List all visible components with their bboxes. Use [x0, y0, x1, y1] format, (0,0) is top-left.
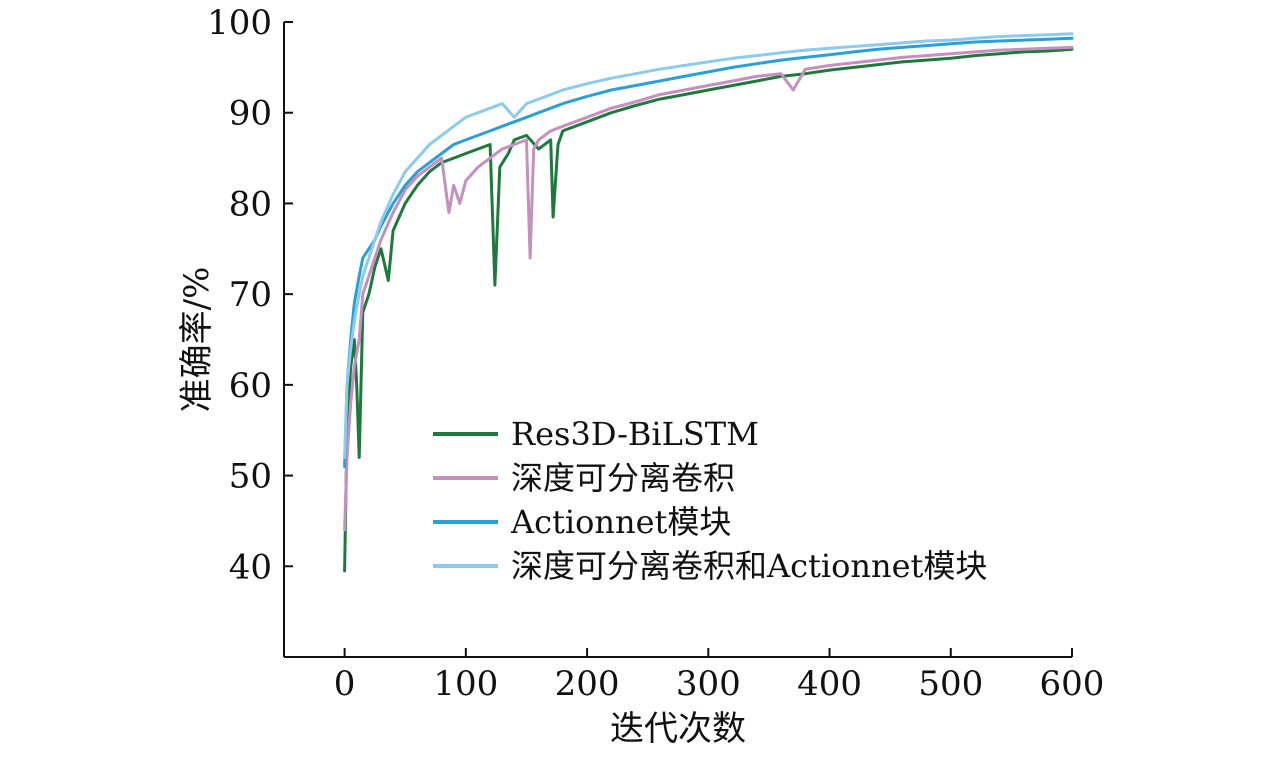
- y-ticks: 40 50 60 70 80 90 100: [207, 3, 293, 587]
- x-tick-label: 500: [918, 664, 983, 704]
- x-tick-label: 400: [797, 664, 862, 704]
- x-tick-label: 200: [555, 664, 620, 704]
- axes-layer: 0 100 200 300 400 500 600 40 50 60 70 80 90 100: [207, 3, 1104, 704]
- series-layer: [343, 32, 1074, 573]
- series-line-3: [343, 36, 1074, 468]
- y-tick-label: 90: [229, 94, 272, 134]
- series-line-4: [343, 32, 1074, 459]
- legend-label-3: Actionnet模块: [510, 503, 731, 541]
- x-tick-label: 600: [1040, 664, 1105, 704]
- x-tick-label: 0: [334, 664, 356, 704]
- x-tick-label: 300: [676, 664, 741, 704]
- y-tick-label: 40: [229, 547, 272, 587]
- y-tick-label: 80: [229, 184, 272, 224]
- x-ticks: 0 100 200 300 400 500 600: [334, 648, 1105, 704]
- x-axis-title: 迭代次数: [610, 709, 746, 749]
- y-tick-label: 70: [229, 275, 272, 315]
- y-tick-label: 60: [229, 366, 272, 406]
- series-line-1: [343, 47, 1074, 573]
- legend-label-4: 深度可分离卷积和Actionnet模块: [511, 547, 987, 585]
- legend-label-1: Res3D-BiLSTM: [511, 415, 759, 453]
- x-tick-label: 100: [433, 664, 498, 704]
- legend-label-2: 深度可分离卷积: [511, 459, 735, 497]
- legend: Res3D-BiLSTM 深度可分离卷积 Actionnet模块深度可分离卷积和Ac…: [433, 415, 987, 585]
- y-axis-title: 准确率/%: [177, 267, 217, 413]
- series-line-2: [343, 45, 1074, 532]
- y-tick-label: 100: [207, 3, 272, 43]
- y-tick-label: 50: [229, 457, 272, 497]
